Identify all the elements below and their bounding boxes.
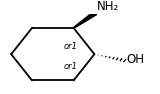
Text: OH: OH xyxy=(126,53,144,66)
Text: or1: or1 xyxy=(64,42,78,51)
Polygon shape xyxy=(73,13,97,28)
Text: NH₂: NH₂ xyxy=(97,0,119,13)
Text: or1: or1 xyxy=(64,62,78,71)
